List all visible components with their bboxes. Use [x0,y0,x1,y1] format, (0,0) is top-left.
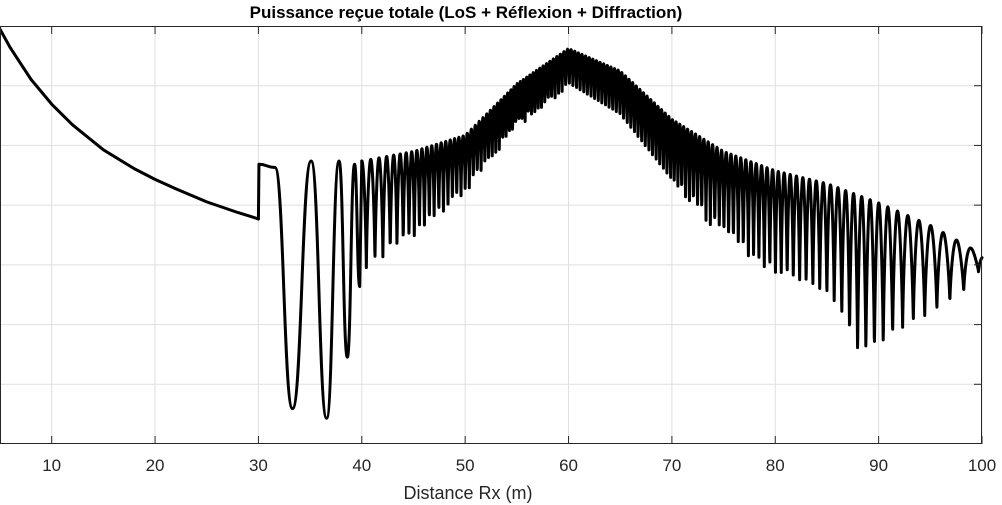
axes-box [0,26,982,444]
x-axis-label: Distance Rx (m) [403,483,532,503]
x-tick-label: 80 [766,456,785,475]
series-line [0,27,260,221]
series-line [360,47,984,350]
x-tick-label: 100 [968,456,996,475]
axes: 10 20 30 40 50 60 70 80 90 100 [0,26,996,475]
x-tick-label: 20 [146,456,165,475]
x-tick-label: 40 [352,456,371,475]
plot-area [0,27,984,420]
x-tick-label: 70 [662,456,681,475]
chart-title: Puissance reçue totale (LoS + Réflexion … [250,3,683,22]
x-tick-label: 50 [456,456,475,475]
series-line [256,159,364,420]
x-tick-label: 10 [42,456,61,475]
x-tick-label: 30 [249,456,268,475]
x-tick-label: 60 [559,456,578,475]
x-tick-label: 90 [869,456,888,475]
